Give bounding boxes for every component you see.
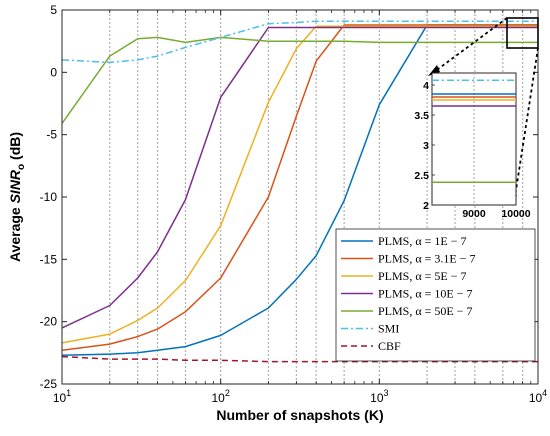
arrowhead-top [428,65,440,76]
inset-y-tick-label: 4 [423,80,429,92]
inset-y-tick-label: 2 [423,200,429,212]
inset-tick-labels: 2 2.5 3 3.5 4 9000 10000 [414,80,530,220]
legend-box [335,228,536,362]
x-tick-label: 104 [529,388,547,405]
inset-x-tick-label: 10000 [501,208,530,220]
zoom-inset: 2 2.5 3 3.5 4 9000 10000 [414,72,531,220]
zoom-connector-top [429,17,508,76]
inset-x-tick-label: 9000 [462,208,486,220]
legend-label: CBF [378,339,401,353]
legend-label: PLMS, α = 50E − 7 [378,304,473,318]
y-tick-label: -15 [40,252,58,266]
inset-y-tick-label: 3.5 [414,110,429,122]
series-line [61,26,538,329]
series-line [61,25,538,344]
x-axis-title: Number of snapshots (K) [216,407,383,423]
x-tick-label: 102 [211,388,229,405]
series-line [61,24,538,352]
legend-label: PLMS, α = 10E − 7 [378,287,473,301]
inset-y-tick-label: 3 [423,140,429,152]
series-line [61,36,538,124]
y-tick-label: 0 [50,65,57,79]
legend-label: PLMS, α = 5E − 7 [378,269,467,283]
series-lines [61,20,538,363]
y-tick-label: 5 [50,3,57,17]
x-tick-labels: 101 102 103 104 [53,388,547,405]
y-tick-label: -20 [40,315,58,329]
zoom-region-box [506,17,539,49]
y-tick-label: -10 [40,190,58,204]
x-tick-label: 101 [53,388,71,405]
y-tick-labels: -25 -20 -15 -10 -5 0 5 [40,3,58,391]
series-line [61,355,538,363]
x-tick-label: 103 [370,388,388,405]
y-tick-label: -5 [46,128,57,142]
y-tick-label: -25 [40,377,58,391]
zoom-connector-bottom [513,47,539,204]
series-line [61,20,538,64]
y-axis-title: Average SINRo (dB) [7,132,27,262]
axis-ticks [61,9,539,385]
inset-y-tick-label: 2.5 [414,170,429,182]
legend: PLMS, α = 1E − 7 PLMS, α = 3.1E − 7 PLMS, … [335,228,536,362]
inset-series-lines [432,79,516,183]
legend-label: PLMS, α = 3.1E − 7 [378,252,476,266]
legend-label: SMI [378,322,399,336]
legend-label: PLMS, α = 1E − 7 [378,234,467,248]
